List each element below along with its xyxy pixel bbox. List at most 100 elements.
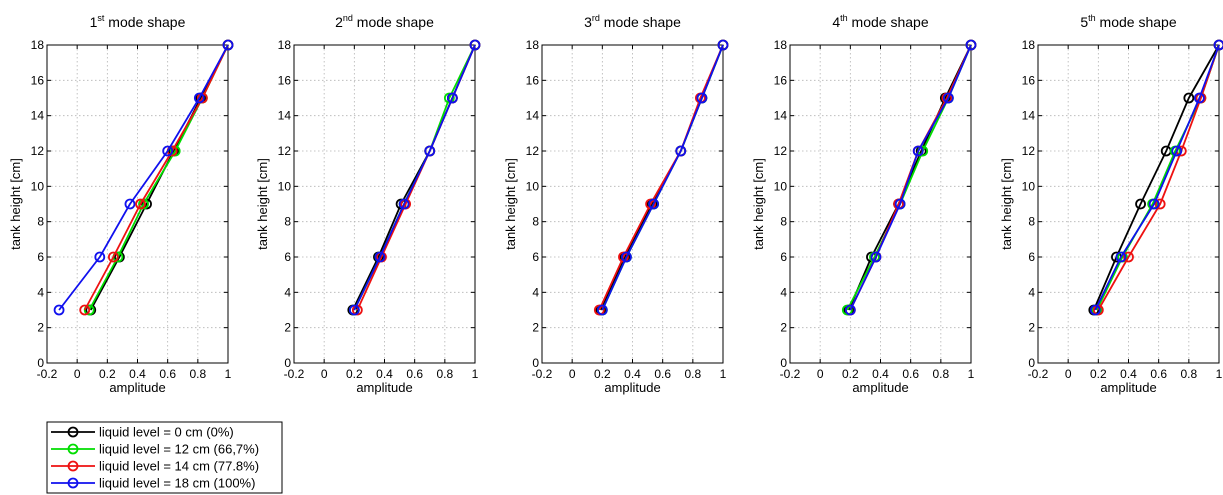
y-tick-label: 16 [1022, 73, 1036, 87]
x-tick-label: 0.8 [1180, 367, 1197, 381]
y-tick-label: 4 [780, 285, 787, 299]
x-tick-label: 0 [817, 367, 824, 381]
x-tick-label: 0.8 [684, 367, 701, 381]
data-point [942, 92, 954, 104]
title-text: mode shape [848, 14, 929, 30]
series-line [83, 44, 229, 311]
y-tick-label: 18 [278, 38, 292, 52]
series-line [598, 44, 724, 311]
x-tick-label: 0 [321, 367, 328, 381]
x-tick-label: 1 [225, 367, 232, 381]
legend-marker [67, 443, 79, 455]
legend-entry: liquid level = 14 cm (77.8%) [51, 459, 259, 474]
series-line [58, 44, 229, 311]
data-point [79, 304, 91, 316]
x-tick-label: 0.4 [1120, 367, 1137, 381]
data-point [193, 92, 205, 104]
x-tick-label: 0.2 [1090, 367, 1107, 381]
y-tick-label: 14 [774, 109, 788, 123]
y-tick-label: 10 [278, 179, 292, 193]
legend-entry: liquid level = 18 cm (100%) [51, 476, 255, 491]
series-line [1094, 44, 1220, 311]
y-tick-label: 8 [1028, 215, 1035, 229]
y-tick-label: 8 [780, 215, 787, 229]
data-point [1123, 251, 1134, 263]
y-tick-label: 4 [532, 285, 539, 299]
y-axis-label: tank height [cm] [255, 158, 270, 250]
y-tick-label: 14 [31, 109, 45, 123]
x-tick-label: 0.8 [932, 367, 949, 381]
chart-panel-5: -0.2 0 0.2 0.4 0.6 0.8 1024681012141618amplitu… [999, 13, 1223, 395]
x-tick-label: 0.6 [654, 367, 671, 381]
chart-panel-3: -0.2 0 0.2 0.4 0.6 0.8 1024681012141618amplitu… [503, 13, 729, 395]
x-axis-label: amplitude [852, 380, 908, 395]
data-point [1154, 198, 1166, 210]
y-tick-label: 4 [284, 285, 291, 299]
y-tick-label: 2 [1028, 321, 1035, 335]
y-tick-label: 8 [37, 215, 44, 229]
legend-label: liquid level = 14 cm (77.8%) [99, 459, 259, 474]
y-tick-label: 18 [774, 38, 788, 52]
chart-title: 4th mode shape [832, 13, 928, 30]
title-ordinal-suffix: nd [343, 13, 353, 23]
chart-title: 2nd mode shape [335, 13, 434, 30]
title-ordinal: 3 [584, 14, 592, 30]
data-point [717, 39, 729, 51]
x-tick-label: 0.2 [842, 367, 859, 381]
series-line [849, 44, 972, 311]
data-point [53, 304, 65, 316]
data-point [1193, 92, 1205, 104]
legend-marker [67, 460, 79, 472]
chart-panel-2: -0.2 0 0.2 0.4 0.6 0.8 1024681012141618amplitu… [255, 13, 481, 395]
series-line [1097, 44, 1220, 311]
title-ordinal-suffix: rd [592, 13, 600, 23]
x-tick-label: 0.4 [624, 367, 641, 381]
x-tick-label: 0 [569, 367, 576, 381]
legend-label: liquid level = 18 cm (100%) [99, 476, 255, 491]
y-tick-label: 6 [37, 250, 44, 264]
data-point [443, 92, 455, 104]
x-tick-label: -0.2 [1028, 367, 1049, 381]
y-tick-label: 14 [1022, 109, 1036, 123]
data-point [841, 304, 853, 316]
y-tick-label: 10 [31, 179, 45, 193]
plot-area [789, 44, 972, 364]
data-point [424, 145, 436, 157]
y-tick-label: 8 [532, 215, 539, 229]
title-text: mode shape [600, 14, 681, 30]
x-tick-label: 0.4 [872, 367, 889, 381]
chart-panel-4: -0.2 0 0.2 0.4 0.6 0.8 1024681012141618amplitu… [751, 13, 977, 395]
data-point [162, 145, 174, 157]
y-tick-label: 10 [526, 179, 540, 193]
y-tick-label: 10 [774, 179, 788, 193]
series-line [353, 44, 476, 311]
x-tick-label: 0.4 [376, 367, 393, 381]
y-tick-label: 16 [774, 73, 788, 87]
legend: liquid level = 0 cm (0%) liquid level = 1… [46, 421, 283, 494]
chart-title: 3rd mode shape [584, 13, 681, 30]
title-ordinal-suffix: th [1088, 13, 1096, 23]
y-tick-label: 18 [31, 38, 45, 52]
x-tick-label: 1 [720, 367, 727, 381]
title-ordinal: 1 [90, 14, 98, 30]
y-tick-label: 6 [780, 250, 787, 264]
x-tick-label: 0.6 [902, 367, 919, 381]
plot-area [541, 44, 724, 364]
data-point [1115, 251, 1127, 263]
y-tick-label: 14 [526, 109, 540, 123]
y-tick-label: 6 [1028, 250, 1035, 264]
x-tick-label: 0.2 [346, 367, 363, 381]
legend-entry: liquid level = 12 cm (66,7%) [51, 442, 259, 457]
data-point [870, 251, 882, 263]
data-point [1171, 145, 1183, 157]
data-point [965, 39, 977, 51]
title-ordinal-suffix: st [97, 13, 105, 23]
y-tick-label: 10 [1022, 179, 1036, 193]
y-tick-label: 0 [532, 356, 539, 370]
data-point [135, 198, 146, 210]
y-tick-label: 12 [31, 144, 45, 158]
y-tick-label: 16 [31, 73, 45, 87]
title-ordinal: 2 [335, 14, 343, 30]
x-axis-label: amplitude [604, 380, 660, 395]
